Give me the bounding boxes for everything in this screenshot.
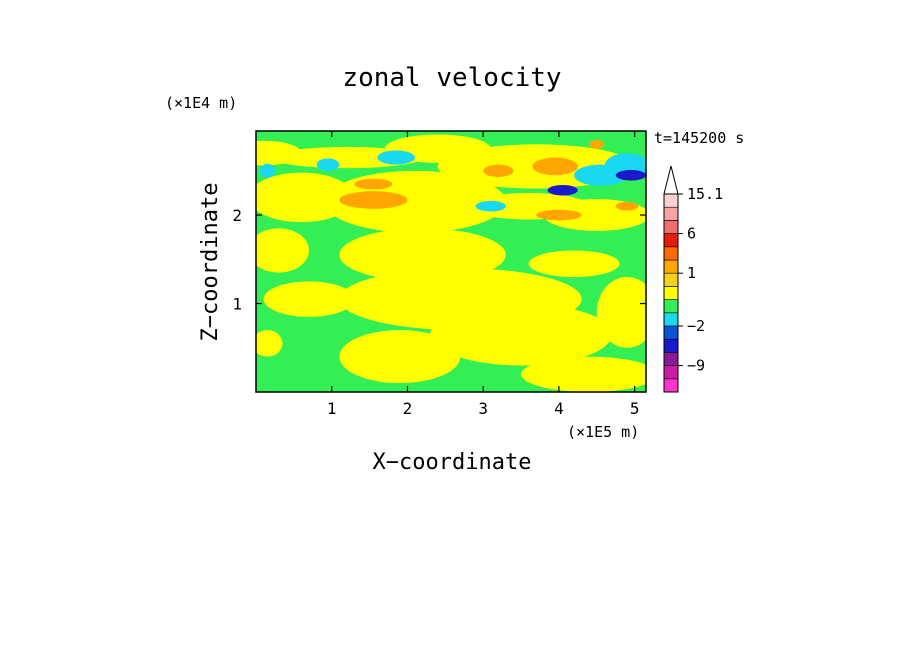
chart-title: zonal velocity xyxy=(342,63,561,93)
field-region-yellow xyxy=(263,281,355,317)
colorbar-label: −2 xyxy=(687,317,705,335)
field-region-cyan xyxy=(475,200,506,212)
colorbar-segment xyxy=(663,272,679,287)
colorbar-segment xyxy=(663,365,679,380)
x-tick-label: 5 xyxy=(630,399,640,418)
colorbar-segment xyxy=(663,312,679,327)
colorbar-segment xyxy=(663,193,679,208)
field-region-yellow xyxy=(528,250,620,277)
colorbar-segment xyxy=(663,352,679,366)
y-axis: 12 xyxy=(232,206,646,314)
field-region-yellow xyxy=(256,228,310,273)
field-region-orange xyxy=(589,139,605,149)
colorbar-segment xyxy=(663,259,679,274)
colorbar-segment xyxy=(663,325,679,340)
field-region-yellow xyxy=(339,330,461,384)
colorbar-segment xyxy=(663,286,679,300)
colorbar-segment xyxy=(663,206,679,221)
y-axis-label: Z−coordinate xyxy=(198,183,223,342)
y-tick-label: 2 xyxy=(232,206,242,225)
colorbar-label: 15.1 xyxy=(687,185,723,203)
x-tick-label: 3 xyxy=(478,399,488,418)
time-label: t=145200 s xyxy=(654,129,744,147)
field-region-orange xyxy=(483,164,514,178)
colorbar-segment xyxy=(663,338,679,353)
field-region-yellow xyxy=(256,330,283,357)
field-region-yellow xyxy=(521,356,646,392)
colorbar-extend-arrow xyxy=(663,165,679,195)
colorbar-frame xyxy=(663,193,679,393)
colorbar-label: 1 xyxy=(687,264,696,282)
x-tick-label: 2 xyxy=(403,399,413,418)
colorbar-segment xyxy=(663,220,679,234)
colorbar-segment xyxy=(663,246,679,261)
colorbar: 15.1 6 1 −2 −9 xyxy=(663,165,723,393)
y-multiplier-label: (×1E4 m) xyxy=(165,94,237,112)
field-region-blue xyxy=(547,184,578,196)
colorbar-segment xyxy=(663,378,679,393)
y-tick-label: 1 xyxy=(232,295,242,314)
field-region-blue xyxy=(615,169,646,181)
x-axis: 1 2 3 4 5 xyxy=(327,131,640,418)
field-region-orange xyxy=(536,209,582,221)
colorbar-segment xyxy=(663,299,679,314)
field-region-yellow xyxy=(596,276,646,348)
x-tick-label: 1 xyxy=(327,399,337,418)
field-region-orange xyxy=(615,201,639,211)
x-tick-label: 4 xyxy=(554,399,564,418)
field-region-yellow xyxy=(430,303,612,366)
field-region-yellow xyxy=(339,228,506,282)
field-region-cyan xyxy=(377,150,416,165)
field-region-orange xyxy=(532,157,578,176)
plot-frame xyxy=(255,130,647,393)
x-multiplier-label: (×1E5 m) xyxy=(567,423,639,441)
field-region-orange xyxy=(354,178,393,190)
colorbar-label: −9 xyxy=(687,357,705,375)
field-region-cyan xyxy=(259,163,275,178)
colorbar-segment xyxy=(663,233,679,248)
colorbar-label: 6 xyxy=(687,225,696,243)
field-region-orange xyxy=(339,191,408,209)
velocity-field xyxy=(256,131,646,392)
x-axis-label: X−coordinate xyxy=(373,450,532,475)
field-region-cyan xyxy=(316,158,340,171)
